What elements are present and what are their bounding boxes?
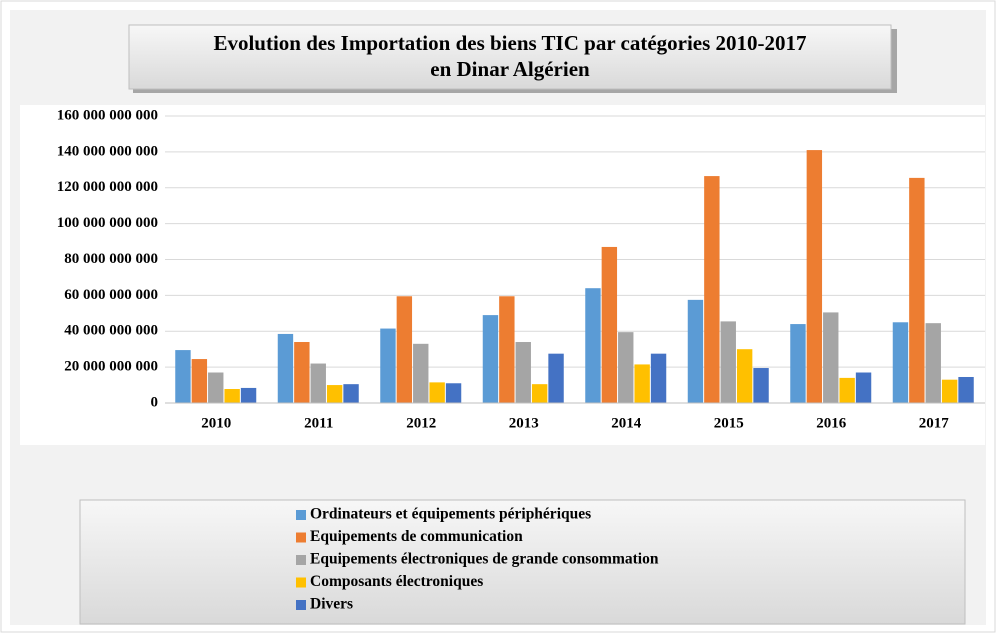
bar <box>310 363 326 403</box>
bar <box>704 176 720 403</box>
y-tick-label: 140 000 000 000 <box>57 143 158 159</box>
x-tick-label: 2013 <box>509 415 539 431</box>
y-tick-label: 80 000 000 000 <box>64 251 158 267</box>
x-tick-label: 2014 <box>611 415 642 431</box>
bar <box>343 384 359 403</box>
chart-title: en Dinar Algérien <box>430 57 590 81</box>
legend-swatch <box>296 555 306 565</box>
bar <box>396 296 413 403</box>
bar <box>601 246 618 403</box>
y-tick-label: 160 000 000 000 <box>57 107 158 123</box>
bar <box>585 288 601 403</box>
bar <box>531 384 548 403</box>
y-tick-label: 0 <box>151 394 159 410</box>
y-tick-label: 40 000 000 000 <box>64 323 158 339</box>
x-tick-label: 2017 <box>919 415 950 431</box>
x-tick-label: 2011 <box>304 415 333 431</box>
x-tick-label: 2015 <box>714 415 744 431</box>
bar <box>413 343 429 403</box>
bar <box>277 333 294 403</box>
bar <box>499 296 515 403</box>
bar <box>909 177 925 403</box>
bar <box>618 332 634 403</box>
bar <box>823 312 839 403</box>
bar <box>958 376 974 403</box>
legend-label: Composants électroniques <box>310 573 483 590</box>
bar <box>806 150 823 403</box>
bar <box>634 364 650 403</box>
legend-label: Ordinateurs et équipements périphériques <box>310 506 591 523</box>
legend-label: Equipements de communication <box>310 528 523 545</box>
bar <box>445 383 462 403</box>
legend-swatch <box>296 600 306 610</box>
bar <box>650 353 667 403</box>
legend-swatch <box>296 532 306 543</box>
y-tick-label: 100 000 000 000 <box>57 215 158 231</box>
bar <box>191 359 208 403</box>
bar <box>208 372 224 403</box>
bar <box>855 372 872 403</box>
bar <box>326 385 343 403</box>
bar <box>380 328 396 403</box>
x-tick-label: 2012 <box>406 415 436 431</box>
y-tick-label: 60 000 000 000 <box>64 287 158 303</box>
bar <box>720 321 736 403</box>
x-tick-label: 2010 <box>201 415 231 431</box>
bar <box>941 379 958 403</box>
bar <box>175 350 191 403</box>
bar <box>753 368 769 403</box>
bar <box>429 382 445 403</box>
bar <box>790 324 806 403</box>
bar <box>224 389 240 403</box>
bar <box>892 322 909 403</box>
bar <box>687 299 704 403</box>
bar <box>240 387 257 403</box>
legend-swatch <box>296 510 306 520</box>
y-tick-label: 120 000 000 000 <box>57 179 158 195</box>
bar <box>515 342 531 403</box>
bar <box>736 349 753 403</box>
legend-label: Equipements électroniques de grande cons… <box>310 551 659 568</box>
bar <box>925 323 941 403</box>
bar <box>839 377 855 403</box>
y-tick-label: 20 000 000 000 <box>64 359 158 375</box>
legend-box <box>79 499 966 625</box>
bar <box>482 315 499 403</box>
bar <box>294 342 310 403</box>
bar <box>548 353 564 403</box>
x-tick-label: 2016 <box>816 415 847 431</box>
title-box <box>128 24 892 90</box>
legend-swatch <box>296 577 306 588</box>
chart-title: Evolution des Importation des biens TIC … <box>213 31 806 55</box>
legend-label: Divers <box>310 596 353 613</box>
